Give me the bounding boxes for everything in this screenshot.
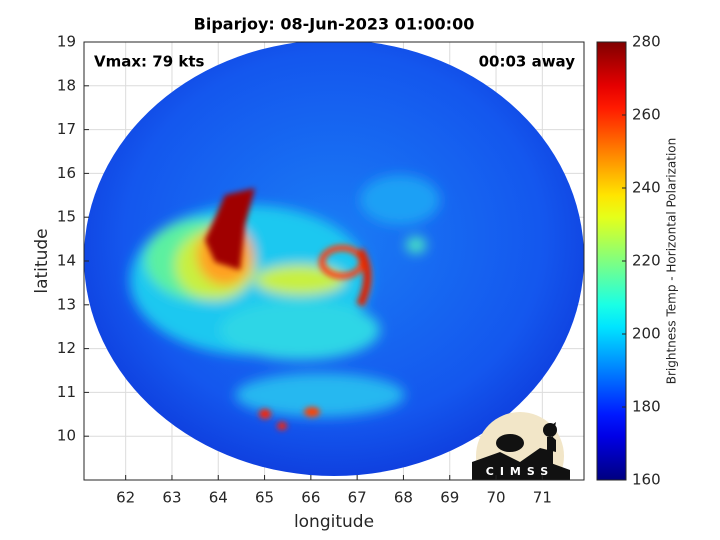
- colorbar-tick-label: 260: [632, 106, 661, 124]
- y-tick-label: 10: [57, 427, 76, 445]
- x-tick-label: 69: [440, 489, 459, 507]
- y-tick-label: 19: [57, 33, 76, 51]
- y-axis-label: latitude: [32, 228, 52, 293]
- y-tick-label: 14: [57, 252, 76, 270]
- y-tick-label: 13: [57, 295, 76, 313]
- logo-text: CIMSS: [486, 465, 554, 478]
- y-tick-label: 11: [57, 383, 76, 401]
- y-tick-label: 12: [57, 339, 76, 357]
- x-tick-label: 63: [162, 489, 181, 507]
- colorbar-tick-label: 160: [632, 471, 661, 489]
- x-tick-label: 70: [486, 489, 505, 507]
- x-tick-label: 71: [533, 489, 552, 507]
- y-tick-label: 18: [57, 76, 76, 94]
- x-axis-label: longitude: [294, 512, 374, 532]
- x-tick-label: 67: [348, 489, 367, 507]
- colorbar-tick-label: 240: [632, 179, 661, 197]
- colorbar-tick-label: 220: [632, 252, 661, 270]
- y-tick-label: 17: [57, 120, 76, 138]
- chart-title: Biparjoy: 08-Jun-2023 01:00:00: [194, 15, 475, 34]
- annotation: Vmax: 79 kts: [94, 53, 204, 71]
- x-tick-label: 64: [209, 489, 228, 507]
- y-tick-label: 15: [57, 208, 76, 226]
- x-tick-label: 65: [255, 489, 274, 507]
- y-tick-label: 16: [57, 164, 76, 182]
- x-tick-label: 66: [301, 489, 320, 507]
- satellite-image: CIMSS: [84, 42, 584, 480]
- colorbar-tick-label: 180: [632, 398, 661, 416]
- annotation: 00:03 away: [479, 53, 576, 71]
- colorbar: [596, 41, 627, 481]
- x-tick-label: 62: [116, 489, 135, 507]
- colorbar-label: Brightness Temp - Horizontal Polarizatio…: [665, 138, 679, 385]
- colorbar-tick-label: 200: [632, 325, 661, 343]
- logo: CIMSS: [472, 412, 570, 480]
- x-tick-label: 68: [394, 489, 413, 507]
- colorbar-tick-label: 280: [632, 33, 661, 51]
